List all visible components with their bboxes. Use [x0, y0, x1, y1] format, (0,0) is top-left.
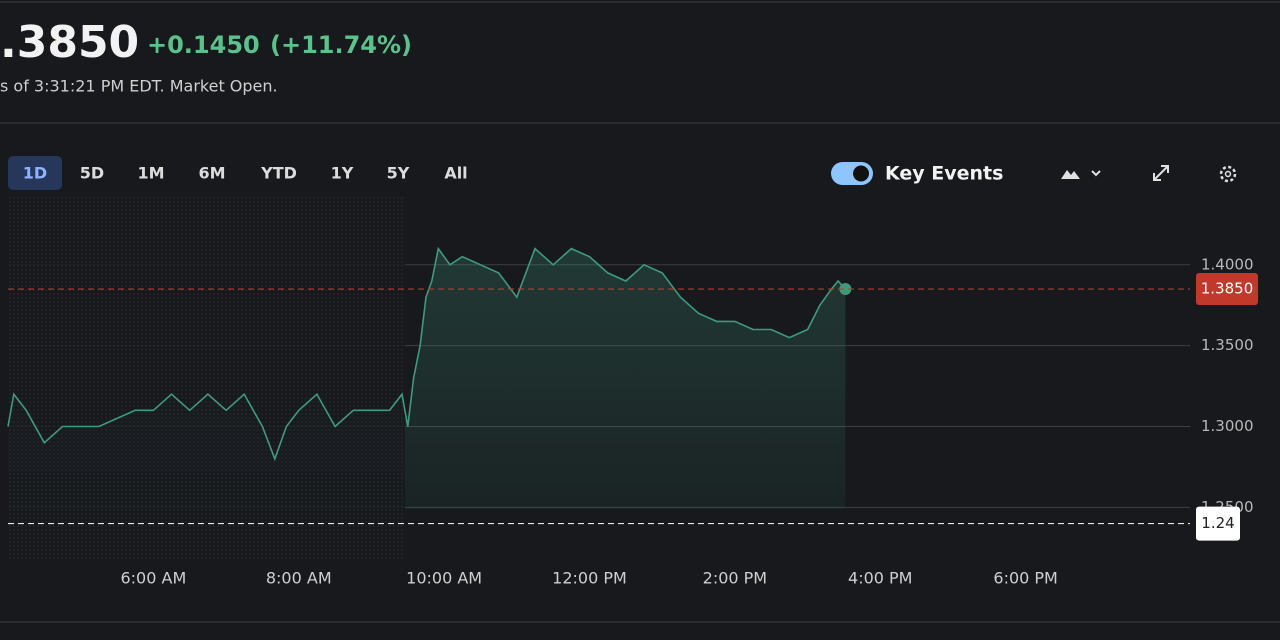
market-status: s of 3:31:21 PM EDT. Market Open.: [0, 77, 278, 96]
range-button-bg[interactable]: [8, 156, 62, 190]
range-button[interactable]: 5D: [80, 164, 104, 183]
gear-icon: [1219, 165, 1237, 183]
change: +0.1450: [147, 31, 260, 59]
key-events-label[interactable]: Key Events: [885, 163, 1003, 185]
range-button[interactable]: All: [444, 164, 467, 183]
previous-close-box: [1196, 506, 1240, 541]
toolbar: 1D 5D 1M 6M YTD 1Y 5Y All: [8, 156, 468, 190]
x-tick-label: 10:00 AM: [406, 569, 482, 588]
toggle-knob: [853, 165, 869, 182]
range-button[interactable]: 1M: [137, 164, 164, 183]
x-tick-label: 12:00 PM: [552, 569, 627, 588]
last-point: [839, 283, 852, 296]
last-price-box: [1196, 273, 1258, 306]
x-tick-label: 6:00 PM: [993, 569, 1057, 588]
mountain-icon: [1061, 170, 1080, 179]
previous-close-label: 1.24: [1201, 514, 1234, 532]
price: .3850: [0, 17, 139, 68]
range-button[interactable]: 1Y: [331, 164, 354, 183]
y-tick-label: 1.3500: [1201, 336, 1254, 354]
expand-button[interactable]: [1153, 165, 1169, 181]
gear-hub: [1224, 170, 1232, 178]
chevron-icon: [1091, 170, 1101, 177]
x-tick-label: 2:00 PM: [703, 569, 767, 588]
y-tick-label: 1.4000: [1201, 255, 1254, 273]
price-line: [7, 246, 846, 462]
x-tick-label: 6:00 AM: [120, 569, 186, 588]
y-tick-label: 1.3000: [1201, 417, 1254, 435]
range-button[interactable]: 6M: [198, 164, 225, 183]
range-button[interactable]: YTD: [260, 164, 297, 183]
chart-type-button[interactable]: [1061, 170, 1101, 179]
settings-button[interactable]: [1219, 165, 1237, 183]
range-button[interactable]: 1D: [23, 164, 47, 183]
x-tick-label: 8:00 AM: [266, 569, 332, 588]
premarket-shade: [8, 196, 405, 560]
change-percent: (+11.74%): [270, 31, 412, 59]
x-tick-label: 4:00 PM: [848, 569, 912, 588]
last-price-label: 1.3850: [1201, 280, 1254, 298]
range-button[interactable]: 5Y: [387, 164, 410, 183]
